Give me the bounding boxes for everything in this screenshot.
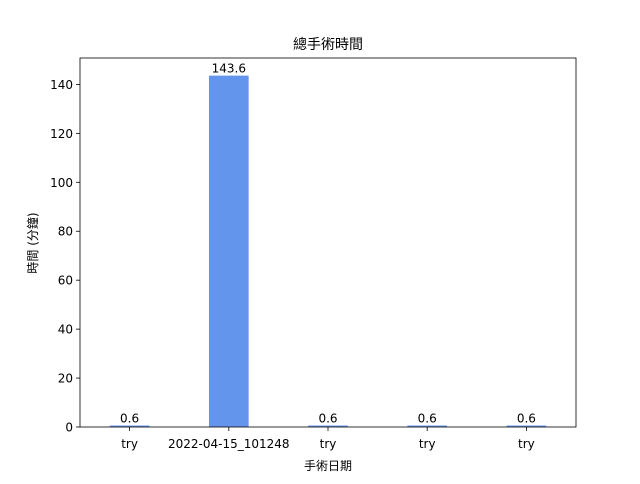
y-tick-label: 0 — [65, 421, 73, 435]
y-tick-label: 100 — [50, 176, 73, 190]
bar — [506, 425, 547, 427]
x-tick-label: try — [320, 437, 337, 451]
y-tick-label: 60 — [58, 274, 73, 288]
y-tick-label: 120 — [50, 127, 73, 141]
x-tick-label: 2022-04-15_101248 — [168, 437, 290, 451]
x-tick-label: try — [518, 437, 535, 451]
bar — [407, 425, 448, 427]
y-axis-label: 時間 (分鐘) — [25, 212, 40, 273]
bar — [109, 425, 150, 427]
y-tick-label: 80 — [58, 225, 73, 239]
bar-value-label: 0.6 — [318, 412, 337, 426]
bar-value-label: 0.6 — [120, 412, 139, 426]
bar-value-label: 0.6 — [418, 412, 437, 426]
y-tick-label: 140 — [50, 78, 73, 92]
x-tick-label: try — [419, 437, 436, 451]
bar — [208, 75, 249, 427]
y-tick-label: 40 — [58, 323, 73, 337]
bar-value-label: 143.6 — [212, 62, 246, 76]
bar — [308, 425, 348, 427]
x-tick-label: try — [121, 437, 138, 451]
x-axis-label: 手術日期 — [304, 459, 352, 473]
plot-area: 0.6 143.6 0.6 0.6 0.6 0 20 40 60 80 100 120 140 try 20… — [50, 57, 577, 451]
chart-title: 總手術時間 — [293, 36, 363, 53]
y-tick-label: 20 — [58, 372, 73, 386]
bar-value-label: 0.6 — [517, 412, 536, 426]
